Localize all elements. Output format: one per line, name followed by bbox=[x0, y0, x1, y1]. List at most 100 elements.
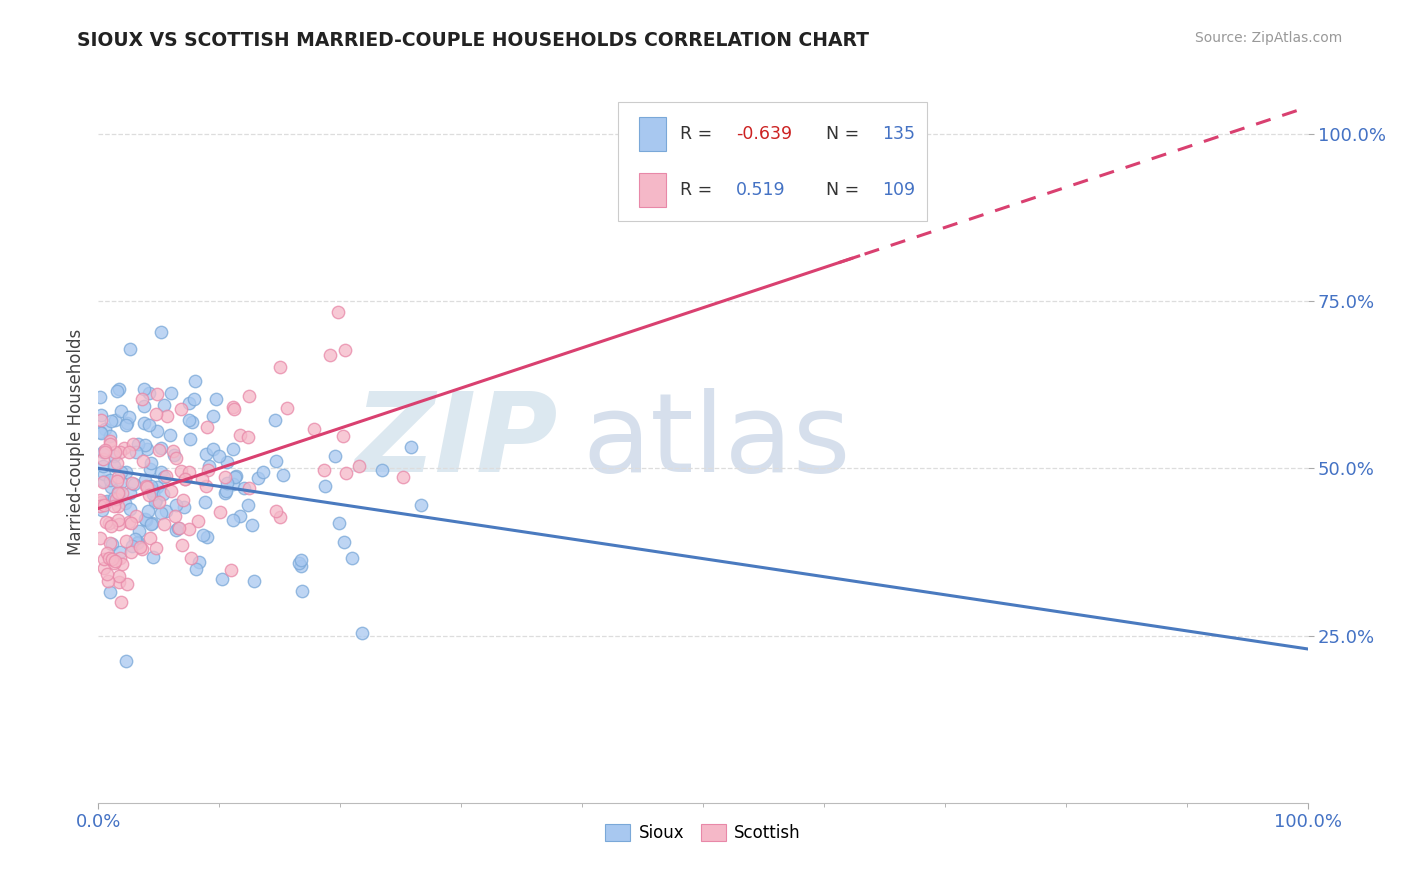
Point bbox=[138, 487, 160, 501]
Point bbox=[131, 542, 153, 557]
Point bbox=[150, 466, 173, 480]
Point bbox=[328, 516, 350, 531]
Point bbox=[150, 441, 173, 455]
Text: atlas: atlas bbox=[582, 388, 851, 495]
Point bbox=[264, 504, 287, 518]
Point bbox=[91, 459, 114, 474]
Point bbox=[224, 470, 246, 484]
Point bbox=[124, 532, 146, 546]
Point bbox=[290, 558, 312, 573]
Point bbox=[197, 463, 219, 477]
Point bbox=[89, 425, 111, 440]
Point bbox=[197, 458, 219, 473]
Point bbox=[139, 517, 162, 532]
Point bbox=[333, 534, 356, 549]
Point bbox=[107, 517, 129, 532]
Point bbox=[138, 417, 160, 432]
Point bbox=[247, 471, 270, 485]
Point bbox=[146, 424, 169, 438]
Point bbox=[118, 515, 141, 529]
Point bbox=[177, 522, 200, 536]
Point bbox=[104, 413, 127, 427]
Point bbox=[107, 499, 129, 513]
Point bbox=[141, 516, 163, 530]
Point bbox=[335, 466, 357, 480]
Point bbox=[194, 446, 217, 460]
Point bbox=[103, 449, 125, 463]
Point bbox=[110, 595, 132, 609]
Point bbox=[191, 471, 214, 485]
Point bbox=[120, 486, 142, 500]
Point bbox=[96, 493, 118, 508]
Point bbox=[349, 459, 371, 474]
Point bbox=[93, 561, 115, 575]
Point bbox=[411, 498, 433, 512]
Point bbox=[138, 386, 160, 401]
Point bbox=[97, 574, 120, 588]
Point bbox=[89, 390, 111, 404]
Point bbox=[219, 563, 242, 577]
Point bbox=[98, 550, 121, 565]
Point bbox=[139, 457, 162, 471]
Point bbox=[153, 470, 176, 484]
Point bbox=[211, 572, 233, 586]
Point bbox=[290, 552, 312, 566]
Point bbox=[120, 516, 142, 530]
Point bbox=[326, 305, 349, 319]
Point bbox=[101, 552, 124, 566]
Point bbox=[118, 409, 141, 424]
Point bbox=[183, 392, 205, 406]
Point bbox=[155, 468, 177, 483]
Point bbox=[269, 359, 291, 374]
Point bbox=[215, 455, 238, 469]
Point bbox=[98, 536, 121, 550]
Text: N =: N = bbox=[815, 181, 865, 199]
Point bbox=[94, 495, 117, 509]
Point bbox=[103, 499, 125, 513]
Text: 135: 135 bbox=[882, 125, 915, 143]
Point bbox=[252, 465, 274, 479]
Point bbox=[98, 437, 121, 451]
Point bbox=[323, 450, 346, 464]
Point bbox=[276, 401, 298, 415]
Point bbox=[89, 532, 111, 546]
Point bbox=[93, 444, 115, 458]
Point bbox=[148, 442, 170, 457]
Point bbox=[195, 530, 218, 544]
Point bbox=[115, 577, 138, 591]
Point bbox=[93, 552, 115, 566]
Point bbox=[172, 538, 194, 552]
Point bbox=[264, 413, 287, 427]
Point bbox=[152, 486, 174, 500]
Point bbox=[340, 550, 363, 565]
Point bbox=[153, 517, 176, 532]
Point bbox=[170, 401, 193, 416]
Point bbox=[114, 418, 136, 433]
Point bbox=[105, 384, 128, 399]
Point bbox=[143, 495, 166, 509]
Point bbox=[108, 544, 131, 558]
Point bbox=[195, 420, 218, 434]
Point bbox=[214, 470, 236, 484]
Point bbox=[90, 413, 112, 427]
Point bbox=[115, 416, 138, 430]
Point bbox=[115, 534, 138, 549]
Point bbox=[132, 382, 155, 396]
Point bbox=[114, 495, 136, 509]
Point bbox=[142, 550, 165, 565]
Point bbox=[89, 500, 111, 514]
Point bbox=[236, 430, 259, 444]
Point bbox=[112, 441, 135, 455]
Text: 109: 109 bbox=[882, 181, 915, 199]
Point bbox=[180, 551, 202, 566]
Point bbox=[96, 566, 118, 581]
Point bbox=[120, 545, 142, 559]
Point bbox=[139, 478, 162, 492]
Point bbox=[98, 429, 121, 443]
Point bbox=[100, 480, 122, 494]
Point bbox=[264, 453, 287, 467]
Point bbox=[333, 343, 356, 357]
Point bbox=[121, 539, 143, 553]
Point bbox=[110, 475, 132, 490]
Point bbox=[391, 470, 413, 484]
